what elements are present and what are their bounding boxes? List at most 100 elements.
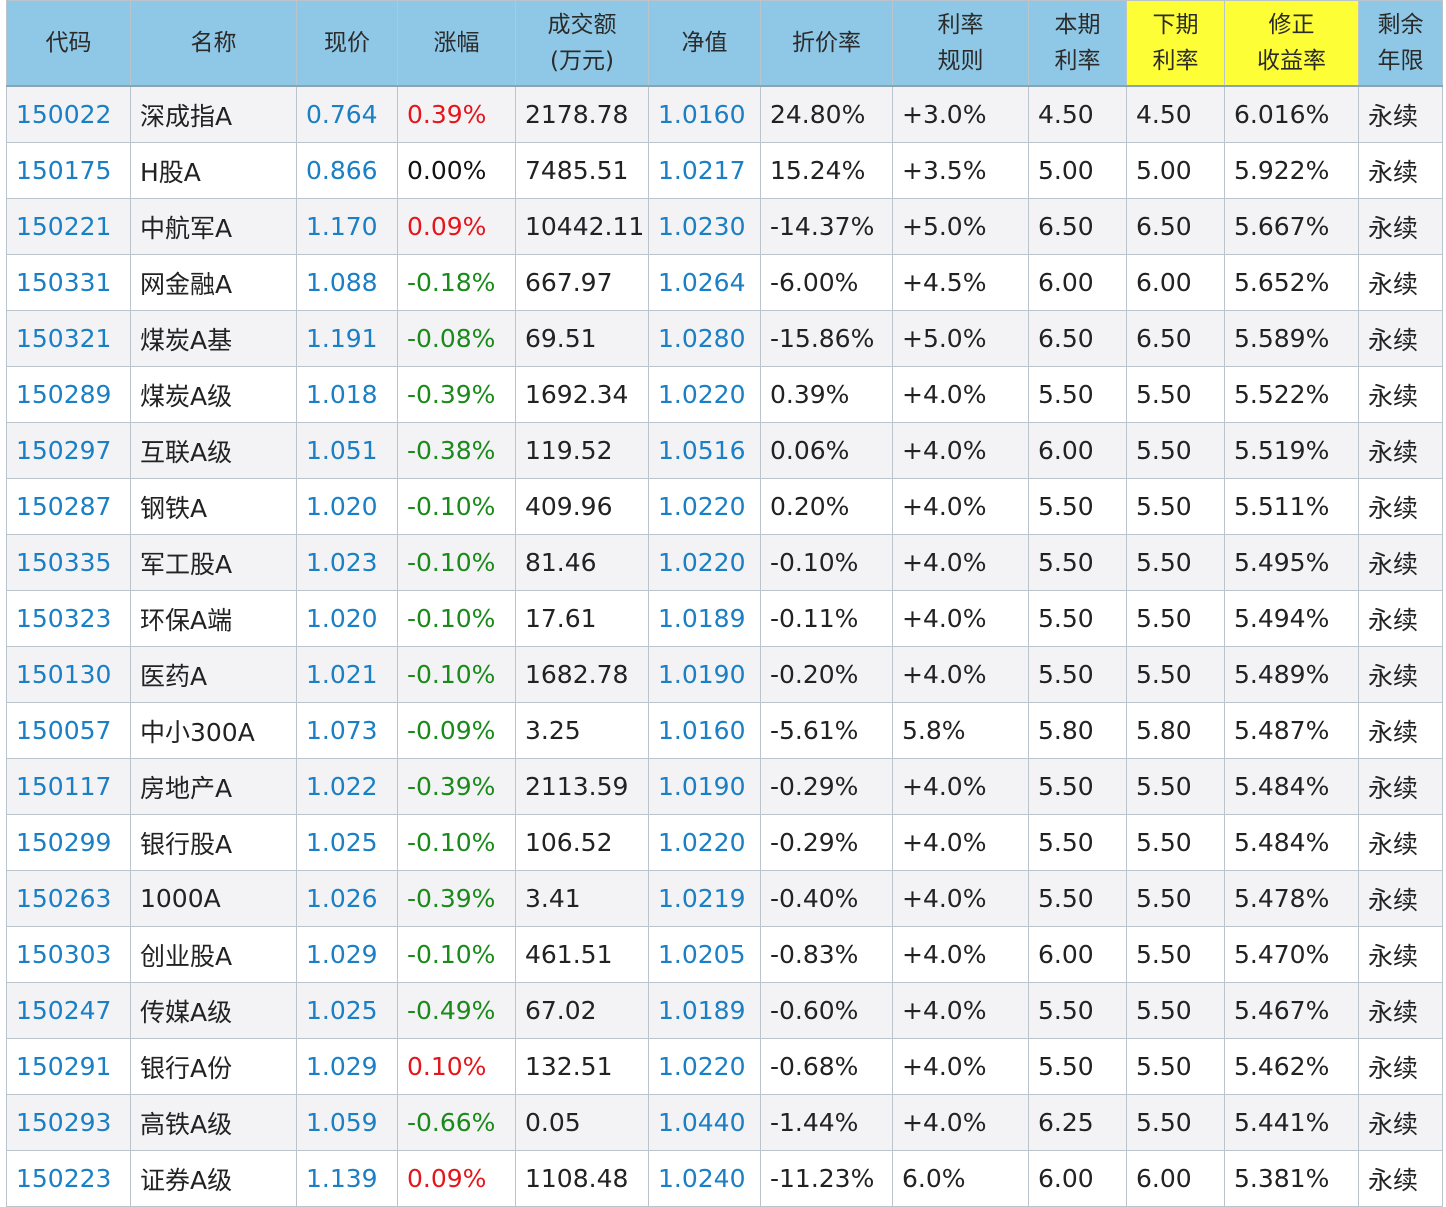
column-header-volume[interactable]: 成交额 (万元)	[515, 0, 649, 87]
cell-yield: 5.667%	[1224, 198, 1359, 255]
cell-code[interactable]: 150323	[6, 590, 131, 647]
cell-code[interactable]: 150223	[6, 1150, 131, 1207]
cell-code[interactable]: 150335	[6, 534, 131, 591]
table-row[interactable]: 150057 中小300A 1.073 -0.09% 3.25 1.0160 -5.61% 5…	[6, 702, 1443, 759]
cell-name: H股A	[130, 142, 297, 199]
cell-years: 永续	[1358, 254, 1443, 311]
cell-nav: 1.0220	[648, 366, 761, 423]
column-header-label: 利率	[937, 12, 984, 38]
cell-code[interactable]: 150287	[6, 478, 131, 535]
table-row[interactable]: 150293 高铁A级 1.059 -0.66% 0.05 1.0440 -1.44% +4.…	[6, 1094, 1443, 1151]
column-header-price[interactable]: 现价	[296, 0, 398, 87]
table-row[interactable]: 150221 中航军A 1.170 0.09% 10442.11 1.0230 -14.37…	[6, 198, 1443, 255]
table-row[interactable]: 150022 深成指A 0.764 0.39% 2178.78 1.0160 24.80% +…	[6, 85, 1443, 143]
cell-code[interactable]: 150321	[6, 310, 131, 367]
table-row[interactable]: 150117 房地产A 1.022 -0.39% 2113.59 1.0190 -0.29%…	[6, 758, 1443, 815]
table-row[interactable]: 150175 H股A 0.866 0.00% 7485.51 1.0217 15.24% +3…	[6, 142, 1443, 199]
cell-years: 永续	[1358, 814, 1443, 871]
cell-code[interactable]: 150117	[6, 758, 131, 815]
table-row[interactable]: 150287 钢铁A 1.020 -0.10% 409.96 1.0220 0.20% +4.…	[6, 478, 1443, 535]
cell-nav: 1.0189	[648, 590, 761, 647]
column-header-nav[interactable]: 净值	[648, 0, 761, 87]
cell-code[interactable]: 150303	[6, 926, 131, 983]
cell-code[interactable]: 150297	[6, 422, 131, 479]
table-row[interactable]: 150323 环保A端 1.020 -0.10% 17.61 1.0189 -0.11% +4…	[6, 590, 1443, 647]
cell-code[interactable]: 150263	[6, 870, 131, 927]
column-header-code[interactable]: 代码	[6, 0, 131, 87]
cell-name: 中小300A	[130, 702, 297, 759]
column-header-discount[interactable]: 折价率	[760, 0, 893, 87]
cell-yield: 6.016%	[1224, 85, 1359, 143]
cell-code[interactable]: 150057	[6, 702, 131, 759]
table-row[interactable]: 150291 银行A份 1.029 0.10% 132.51 1.0220 -0.68% +4…	[6, 1038, 1443, 1095]
cell-discount: -14.37%	[760, 198, 893, 255]
column-header-label: 下期	[1152, 12, 1199, 38]
cell-years: 永续	[1358, 982, 1443, 1039]
cell-volume: 106.52	[515, 814, 649, 871]
cell-years: 永续	[1358, 1094, 1443, 1151]
cell-rule: +4.0%	[892, 1094, 1029, 1151]
cell-change: -0.08%	[397, 310, 516, 367]
table-row[interactable]: 150303 创业股A 1.029 -0.10% 461.51 1.0205 -0.83% +…	[6, 926, 1443, 983]
table-row[interactable]: 150335 军工股A 1.023 -0.10% 81.46 1.0220 -0.10% +4…	[6, 534, 1443, 591]
cell-yield: 5.922%	[1224, 142, 1359, 199]
cell-code[interactable]: 150331	[6, 254, 131, 311]
cell-next-rate: 4.50	[1126, 85, 1225, 143]
cell-code[interactable]: 150130	[6, 646, 131, 703]
cell-years: 永续	[1358, 85, 1443, 143]
table-row[interactable]: 150297 互联A级 1.051 -0.38% 119.52 1.0516 0.06% +4…	[6, 422, 1443, 479]
table-row[interactable]: 150130 医药A 1.021 -0.10% 1682.78 1.0190 -0.20% +…	[6, 646, 1443, 703]
cell-change: 0.00%	[397, 142, 516, 199]
table-body: 150022 深成指A 0.764 0.39% 2178.78 1.0160 24.80% +…	[6, 85, 1443, 1207]
column-header-years[interactable]: 剩余 年限	[1358, 0, 1443, 87]
cell-change: -0.10%	[397, 590, 516, 647]
cell-next-rate: 5.50	[1126, 1094, 1225, 1151]
cell-price: 1.191	[296, 310, 398, 367]
column-header-next-rate[interactable]: 下期 利率	[1126, 0, 1225, 87]
cell-rule: +5.0%	[892, 310, 1029, 367]
cell-cur-rate: 6.00	[1028, 422, 1127, 479]
cell-years: 永续	[1358, 478, 1443, 535]
cell-yield: 5.589%	[1224, 310, 1359, 367]
cell-change: -0.10%	[397, 814, 516, 871]
table-row[interactable]: 150247 传媒A级 1.025 -0.49% 67.02 1.0189 -0.60% +4…	[6, 982, 1443, 1039]
cell-next-rate: 6.00	[1126, 1150, 1225, 1207]
cell-nav: 1.0190	[648, 758, 761, 815]
cell-code[interactable]: 150247	[6, 982, 131, 1039]
cell-price: 1.029	[296, 1038, 398, 1095]
cell-volume: 2113.59	[515, 758, 649, 815]
cell-code[interactable]: 150293	[6, 1094, 131, 1151]
column-header-name[interactable]: 名称	[130, 0, 297, 87]
column-header-change[interactable]: 涨幅	[397, 0, 516, 87]
table-row[interactable]: 150321 煤炭A基 1.191 -0.08% 69.51 1.0280 -15.86% +…	[6, 310, 1443, 367]
cell-code[interactable]: 150289	[6, 366, 131, 423]
column-header-yield[interactable]: 修正 收益率	[1224, 0, 1359, 87]
table-row[interactable]: 150263 1000A 1.026 -0.39% 3.41 1.0219 -0.40% +4…	[6, 870, 1443, 927]
cell-years: 永续	[1358, 422, 1443, 479]
cell-code[interactable]: 150022	[6, 85, 131, 143]
column-header-label: 利率	[1152, 48, 1199, 74]
column-header-rule[interactable]: 利率 规则	[892, 0, 1029, 87]
cell-price: 0.764	[296, 85, 398, 143]
cell-code[interactable]: 150221	[6, 198, 131, 255]
cell-cur-rate: 6.00	[1028, 1150, 1127, 1207]
cell-code[interactable]: 150175	[6, 142, 131, 199]
table-row[interactable]: 150289 煤炭A级 1.018 -0.39% 1692.34 1.0220 0.39% +…	[6, 366, 1443, 423]
table-row[interactable]: 150331 网金融A 1.088 -0.18% 667.97 1.0264 -6.00% +…	[6, 254, 1443, 311]
cell-name: 中航军A	[130, 198, 297, 255]
cell-price: 1.170	[296, 198, 398, 255]
cell-years: 永续	[1358, 310, 1443, 367]
cell-code[interactable]: 150299	[6, 814, 131, 871]
cell-volume: 409.96	[515, 478, 649, 535]
column-header-cur-rate[interactable]: 本期 利率	[1028, 0, 1127, 87]
cell-code[interactable]: 150291	[6, 1038, 131, 1095]
cell-volume: 132.51	[515, 1038, 649, 1095]
cell-nav: 1.0160	[648, 702, 761, 759]
cell-price: 1.051	[296, 422, 398, 479]
cell-rule: 6.0%	[892, 1150, 1029, 1207]
table-row[interactable]: 150223 证券A级 1.139 0.09% 1108.48 1.0240 -11.23%…	[6, 1150, 1443, 1207]
cell-next-rate: 5.50	[1126, 646, 1225, 703]
cell-name: 深成指A	[130, 85, 297, 143]
cell-years: 永续	[1358, 142, 1443, 199]
table-row[interactable]: 150299 银行股A 1.025 -0.10% 106.52 1.0220 -0.29% +…	[6, 814, 1443, 871]
